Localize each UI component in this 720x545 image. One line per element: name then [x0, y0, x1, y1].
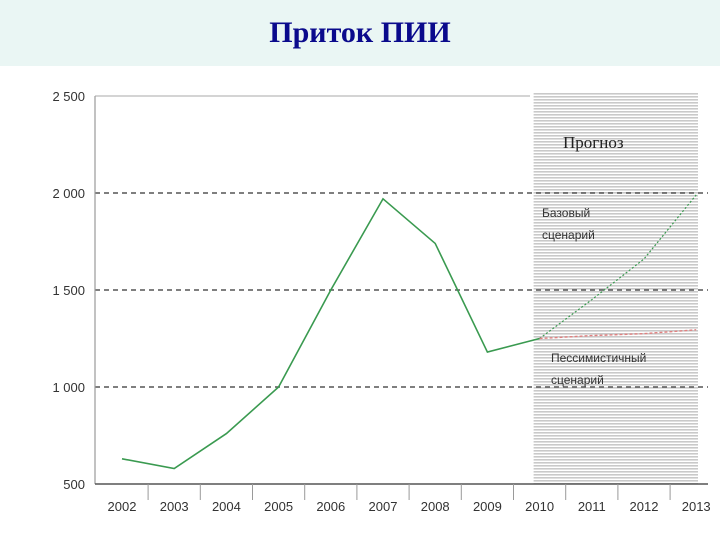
y-tick-label: 500 — [63, 477, 85, 492]
forecast-region — [533, 92, 698, 484]
title-bar: Приток ПИИ — [0, 0, 720, 66]
x-tick-label: 2009 — [473, 499, 502, 514]
y-tick-label: 2 500 — [52, 89, 85, 104]
y-tick-label: 1 000 — [52, 380, 85, 395]
x-tick-label: 2013 — [682, 499, 711, 514]
forecast-label: Прогноз — [563, 133, 624, 152]
y-tick-label: 2 000 — [52, 186, 85, 201]
legend-base-line1: Базовый — [542, 206, 590, 220]
legend-pess-line1: Пессимистичный — [551, 351, 646, 365]
x-tick-label: 2002 — [108, 499, 137, 514]
x-tick-label: 2003 — [160, 499, 189, 514]
x-tick-label: 2006 — [316, 499, 345, 514]
x-tick-label: 2007 — [369, 499, 398, 514]
x-tick-label: 2012 — [630, 499, 659, 514]
series-line-1 — [121, 197, 540, 470]
x-tick-label: 2008 — [421, 499, 450, 514]
series-line-2 — [539, 194, 697, 339]
x-tick-label: 2010 — [525, 499, 554, 514]
series-line-3 — [539, 329, 697, 340]
x-tick-label: 2004 — [212, 499, 241, 514]
x-tick-label: 2005 — [264, 499, 293, 514]
line-chart: 500 1 000 1 500 2 000 2 500 2002 2003 2004 2005 2… — [52, 89, 711, 514]
legend-base-line2: сценарий — [542, 228, 595, 242]
page-title: Приток ПИИ — [269, 16, 451, 49]
legend-pess-line2: сценарий — [551, 373, 604, 387]
y-tick-label: 1 500 — [52, 283, 85, 298]
x-tick-label: 2011 — [578, 499, 606, 514]
chart-area: 500 1 000 1 500 2 000 2 500 2002 2003 2004 2005 2… — [0, 66, 720, 540]
